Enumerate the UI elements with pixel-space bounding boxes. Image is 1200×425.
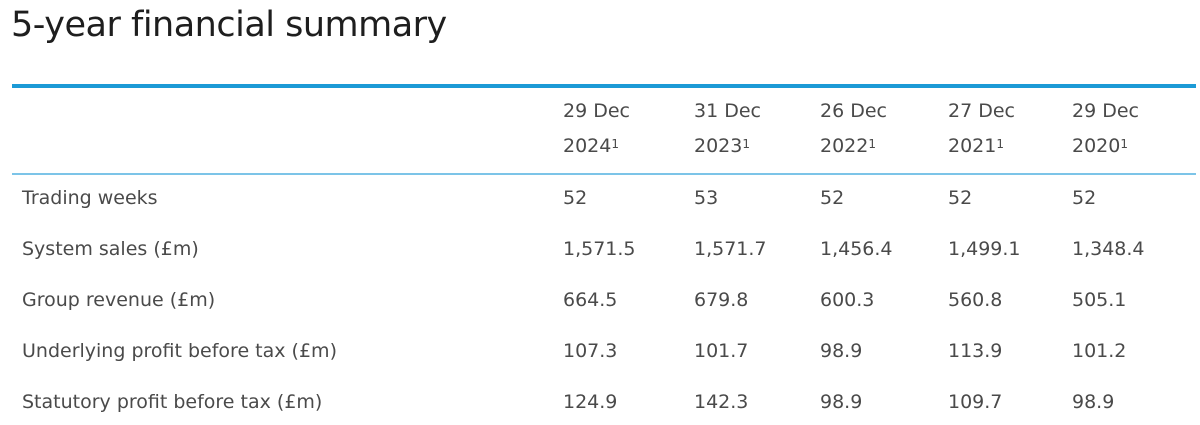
table-cell: 101.2	[1072, 340, 1127, 362]
footnote-marker: 1	[1120, 137, 1128, 151]
footnote-marker: 1	[996, 137, 1004, 151]
table-cell: 52	[820, 187, 845, 209]
row-label: Statutory profit before tax (£m)	[22, 391, 323, 413]
table-top-rule	[12, 84, 1196, 88]
table-cell: 142.3	[694, 391, 749, 413]
table-cell: 124.9	[563, 391, 618, 413]
column-header: 29 Dec 20241	[563, 94, 630, 164]
column-header-date: 29 Dec	[1072, 100, 1139, 122]
row-label: Trading weeks	[22, 187, 158, 209]
table-cell: 52	[948, 187, 973, 209]
footnote-marker: 1	[611, 137, 619, 151]
column-header-date: 29 Dec	[563, 100, 630, 122]
page-title: 5-year financial summary	[11, 5, 447, 45]
table-cell: 98.9	[820, 391, 863, 413]
table-cell: 53	[694, 187, 719, 209]
table-cell: 664.5	[563, 289, 618, 311]
table-cell: 107.3	[563, 340, 618, 362]
table-cell: 52	[1072, 187, 1097, 209]
table-cell: 98.9	[820, 340, 863, 362]
column-header-date: 26 Dec	[820, 100, 887, 122]
table-cell: 1,571.7	[694, 238, 767, 260]
column-header: 29 Dec 20201	[1072, 94, 1139, 164]
column-header-year: 2021	[948, 135, 997, 157]
row-label: Underlying profit before tax (£m)	[22, 340, 337, 362]
footnote-marker: 1	[742, 137, 750, 151]
column-header: 31 Dec 20231	[694, 94, 761, 164]
column-header-year: 2020	[1072, 135, 1121, 157]
table-cell: 679.8	[694, 289, 749, 311]
table-cell: 52	[563, 187, 588, 209]
column-header-date: 31 Dec	[694, 100, 761, 122]
column-header: 27 Dec 20211	[948, 94, 1015, 164]
column-header-date: 27 Dec	[948, 100, 1015, 122]
column-header-year: 2024	[563, 135, 612, 157]
table-header-rule	[12, 173, 1196, 175]
table-cell: 505.1	[1072, 289, 1127, 311]
table-cell: 101.7	[694, 340, 749, 362]
table-cell: 560.8	[948, 289, 1003, 311]
column-header-year: 2023	[694, 135, 743, 157]
table-cell: 1,456.4	[820, 238, 893, 260]
row-label: System sales (£m)	[22, 238, 199, 260]
table-cell: 1,571.5	[563, 238, 636, 260]
table-cell: 1,499.1	[948, 238, 1021, 260]
column-header-year: 2022	[820, 135, 869, 157]
table-cell: 600.3	[820, 289, 875, 311]
row-label: Group revenue (£m)	[22, 289, 216, 311]
table-cell: 109.7	[948, 391, 1003, 413]
table-cell: 98.9	[1072, 391, 1115, 413]
column-header: 26 Dec 20221	[820, 94, 887, 164]
table-cell: 1,348.4	[1072, 238, 1145, 260]
footnote-marker: 1	[868, 137, 876, 151]
table-cell: 113.9	[948, 340, 1003, 362]
